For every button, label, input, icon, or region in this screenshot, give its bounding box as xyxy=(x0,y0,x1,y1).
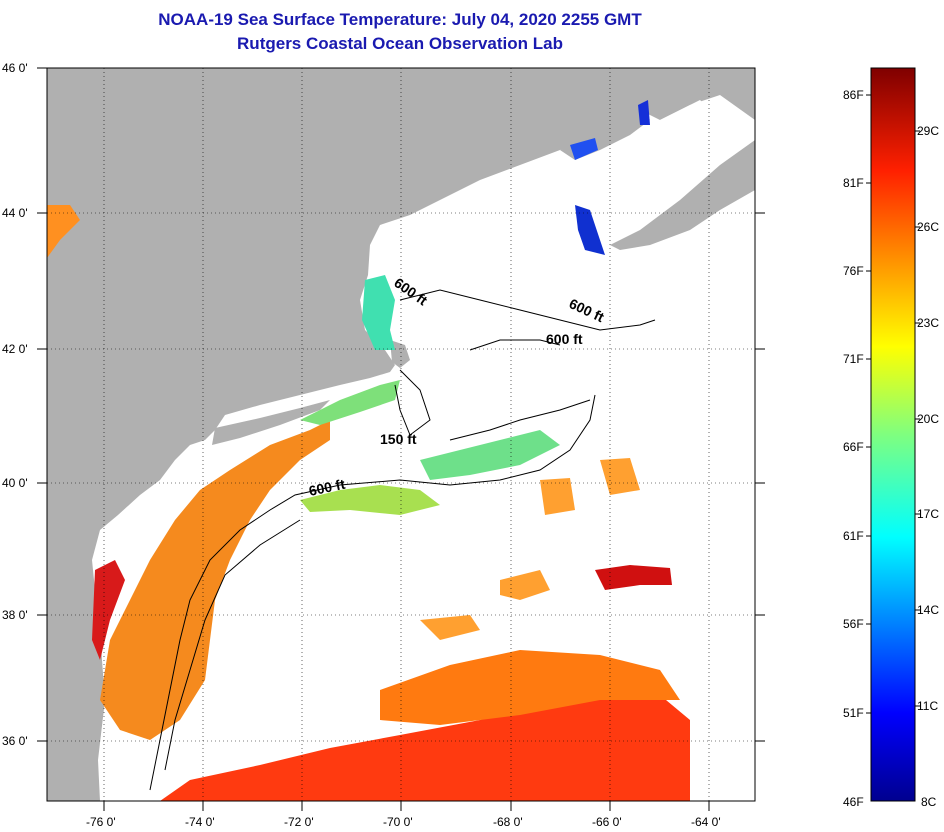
land-cape-cod xyxy=(390,340,410,368)
lon-label: -68 0' xyxy=(493,815,523,829)
sst-patch-mid-atlantic-shelf xyxy=(100,420,330,740)
contour-label: 600 ft xyxy=(307,476,346,499)
lon-label: -74 0' xyxy=(185,815,215,829)
colorbar-f-label: 71F xyxy=(843,352,864,366)
contour-label: 600 ft xyxy=(546,331,583,347)
colorbar-c-label: 23C xyxy=(917,316,939,330)
colorbar-f-label: 86F xyxy=(843,88,864,102)
lon-label: -76 0' xyxy=(86,815,116,829)
map-subtitle: Rutgers Coastal Ocean Observation Lab xyxy=(237,34,563,53)
lat-label: 36 0' xyxy=(2,734,28,748)
sst-patch-chesapeake xyxy=(92,560,125,660)
land-nova-scotia xyxy=(610,140,755,250)
sst-patch-warm-south xyxy=(160,690,690,801)
colorbar-c-label: 8C xyxy=(921,795,937,809)
map-title: NOAA-19 Sea Surface Temperature: July 04… xyxy=(158,10,642,29)
sst-patch-lake-ontario xyxy=(47,205,80,258)
sst-patch-orange-central xyxy=(380,650,680,725)
colorbar-c-label: 29C xyxy=(917,124,939,138)
map-ticks xyxy=(37,67,765,811)
colorbar-f-label: 66F xyxy=(843,440,864,454)
colorbar-f-label: 56F xyxy=(843,617,864,631)
colorbar-c-label: 20C xyxy=(917,412,939,426)
lat-label: 38 0' xyxy=(2,608,28,622)
colorbar-f-label: 76F xyxy=(843,264,864,278)
colorbar-c-label: 11C xyxy=(917,699,938,713)
lat-label: 40 0' xyxy=(2,476,28,490)
sst-patch-cold-bay xyxy=(570,138,598,160)
lat-label: 46 0' xyxy=(2,61,28,75)
colorbar-c-label: 26C xyxy=(917,220,939,234)
colorbar-f-label: 61F xyxy=(843,529,864,543)
sst-patch-cold-fundy xyxy=(575,205,605,255)
colorbar-c-label: 17C xyxy=(917,507,939,521)
sst-patch-red-east xyxy=(595,565,672,590)
colorbar-ticks xyxy=(866,94,920,714)
sst-patch-ny-bight xyxy=(300,380,400,425)
sst-patch-georges-bank xyxy=(420,430,560,480)
contour-label: 150 ft xyxy=(380,431,417,447)
colorbar xyxy=(870,67,916,802)
colorbar-f-label: 81F xyxy=(843,176,864,190)
lon-label: -64 0' xyxy=(691,815,721,829)
land-us-coast xyxy=(47,68,755,801)
sst-patch-gulf-of-maine-cyan xyxy=(362,275,395,350)
colorbar-f-label: 46F xyxy=(843,795,864,809)
lon-label: -66 0' xyxy=(592,815,622,829)
lat-label: 42 0' xyxy=(2,342,28,356)
colorbar-f-label: 51F xyxy=(843,706,864,720)
colorbar-c-label: 14C xyxy=(917,603,939,617)
bay-of-fundy xyxy=(580,100,710,175)
sst-patch-scattered-orange xyxy=(420,458,640,640)
lat-label: 44 0' xyxy=(2,206,28,220)
sst-patch-shelf-green xyxy=(300,485,440,515)
land-long-island xyxy=(212,400,330,445)
bathymetry-contours xyxy=(149,289,656,791)
sst-patch-cold-bay2 xyxy=(638,100,650,125)
lon-label: -72 0' xyxy=(284,815,314,829)
lon-label: -70 0' xyxy=(383,815,413,829)
